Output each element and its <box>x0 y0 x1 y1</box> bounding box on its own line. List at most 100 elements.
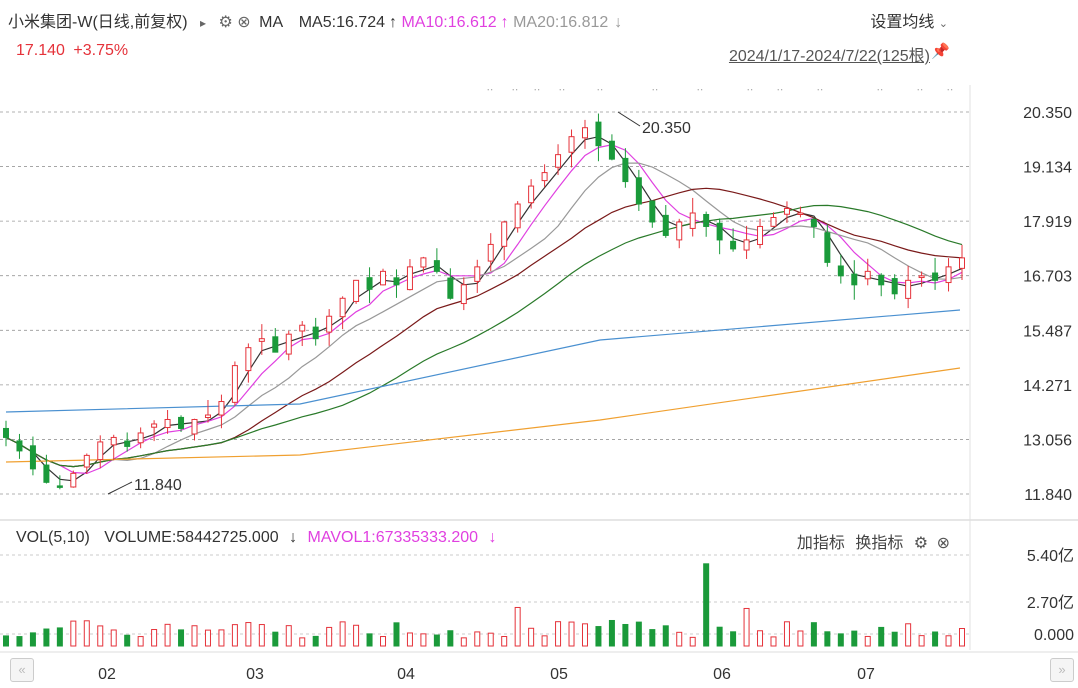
candle-body <box>339 297 346 318</box>
candle-body <box>770 216 777 227</box>
ma5-line <box>5 136 963 482</box>
volume-bar <box>676 631 683 647</box>
volume-bar <box>649 629 656 647</box>
x-tick-label: 02 <box>98 666 116 683</box>
volume-down-arrow-icon: ↓ <box>289 529 298 546</box>
close-circle-icon[interactable]: ⊗ <box>936 535 950 552</box>
mavol1-value: MAVOL1:67335333.200 <box>307 529 479 546</box>
volume-bar <box>581 623 588 647</box>
y-tick-label: 17.919 <box>1023 214 1072 231</box>
volume-bar <box>3 635 9 647</box>
event-marker-icon: ∙∙ <box>652 82 659 96</box>
indicator-lines <box>5 136 963 482</box>
volume-bar <box>285 625 292 647</box>
volume-bar <box>16 636 23 647</box>
candle-body <box>272 336 279 353</box>
volume-bar <box>204 629 211 647</box>
candle-body <box>878 274 885 286</box>
ma60-line <box>5 204 963 468</box>
event-marker-icon: ∙∙ <box>877 82 884 96</box>
switch-indicator-button[interactable]: 换指标 <box>855 535 904 552</box>
candle-body <box>178 416 185 429</box>
volume-bar <box>514 606 521 647</box>
volume-bar <box>595 626 602 647</box>
candle-body <box>555 154 562 168</box>
volume-header: VOL(5,10) VOLUME:58442725.000 ↓ MAVOL1:6… <box>16 529 496 547</box>
candle-body <box>366 277 373 290</box>
candle-body <box>743 239 750 251</box>
ma30-line <box>5 187 963 468</box>
expand-arrow-icon[interactable]: ▸ <box>200 16 207 30</box>
candle-body <box>568 136 575 153</box>
candle-body <box>97 441 104 461</box>
candle-body <box>797 212 804 215</box>
ma20-value: MA20:16.812 <box>513 14 609 31</box>
volume-bar <box>770 636 777 647</box>
volume-bar <box>474 631 481 647</box>
volume-bar <box>272 631 279 647</box>
event-marker-icon: ∙∙ <box>697 82 704 96</box>
candle-body <box>608 140 615 160</box>
candle-body <box>703 213 710 227</box>
scroll-left-button[interactable]: « <box>10 658 34 682</box>
volume-bar <box>878 626 885 647</box>
high-marker <box>617 111 641 127</box>
candle-body <box>716 222 723 241</box>
volume-bar <box>43 628 50 647</box>
candle-body <box>783 208 790 215</box>
candle-body <box>676 221 683 241</box>
candle-body <box>730 240 737 250</box>
gear-icon[interactable]: ⚙ <box>218 14 233 31</box>
candle-body <box>380 270 387 286</box>
y-tick-label: 20.350 <box>1023 105 1072 122</box>
price-change: +3.75% <box>73 42 129 59</box>
grid-lines <box>0 111 970 635</box>
volume-bar <box>783 621 790 647</box>
y-tick-label: 11.840 <box>1024 487 1072 504</box>
x-tick-label: 04 <box>397 666 415 683</box>
low-label: 11.840 <box>134 477 182 494</box>
candle-body <box>245 347 252 372</box>
ma5-value: MA5:16.724 <box>298 14 385 31</box>
last-price: 17.140 <box>16 42 65 59</box>
ma20-down-arrow-icon: ↓ <box>614 14 623 31</box>
gear-icon[interactable]: ⚙ <box>913 535 929 552</box>
candle-body <box>649 200 656 223</box>
candle-body <box>258 338 265 342</box>
candle-body <box>56 485 63 488</box>
volume-bar <box>730 631 737 647</box>
candle-body <box>824 232 831 263</box>
volume-axis-labels: 5.40亿 2.70亿 0.000 <box>1027 547 1074 644</box>
candle-body <box>231 365 238 403</box>
volume-bar <box>97 625 104 647</box>
volume-bar <box>864 635 871 647</box>
y-axis-labels: 20.350 19.134 17.919 16.703 15.487 14.271 13.0… <box>1023 105 1072 504</box>
volume-tick-label: 5.40亿 <box>1027 547 1074 565</box>
candle-body <box>757 225 764 245</box>
volume-bar <box>851 630 858 647</box>
ma10-value: MA10:16.612 <box>401 14 497 31</box>
volume-bar <box>635 621 642 647</box>
candle-body <box>406 266 413 291</box>
close-circle-icon[interactable]: ⊗ <box>237 14 251 31</box>
ma10-line <box>5 144 963 475</box>
candle-body <box>191 418 198 435</box>
volume-bar <box>757 630 764 647</box>
candle-body <box>541 172 548 182</box>
scroll-right-button[interactable]: » <box>1050 658 1074 682</box>
candle-body <box>959 257 965 269</box>
candle-body <box>501 221 508 247</box>
x-axis-labels: 02 03 04 05 06 07 <box>98 666 875 683</box>
date-range[interactable]: 2024/1/17-2024/7/22(125根) <box>728 48 930 65</box>
settings-ma-button[interactable]: 设置均线 ⌄ <box>870 8 948 32</box>
volume-bar <box>178 629 185 647</box>
volume-bar <box>312 635 319 647</box>
volume-bar <box>245 622 252 647</box>
high-label: 20.350 <box>642 120 691 137</box>
pin-icon[interactable]: 📌 <box>931 43 950 60</box>
stock-name: 小米集团-W <box>8 14 93 31</box>
candle-body <box>689 212 696 229</box>
add-indicator-button[interactable]: 加指标 <box>796 535 845 552</box>
y-tick-label: 15.487 <box>1023 323 1072 340</box>
